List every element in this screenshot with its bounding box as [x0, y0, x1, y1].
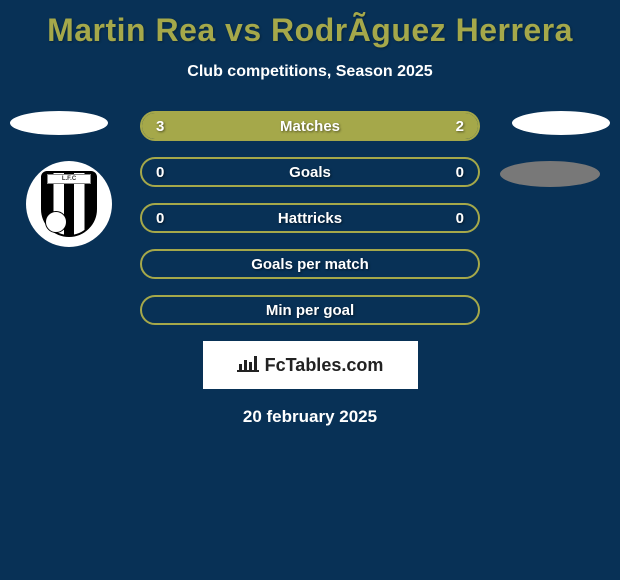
chart-icon — [237, 354, 259, 377]
stat-value-right: 2 — [456, 118, 464, 135]
subtitle: Club competitions, Season 2025 — [0, 63, 620, 81]
player-left-club-crest: L.F.C — [26, 161, 112, 247]
comparison-date: 20 february 2025 — [0, 407, 620, 427]
stat-label: Hattricks — [278, 210, 342, 227]
page-title: Martin Rea vs RodrÃ­guez Herrera — [0, 0, 620, 49]
stat-bar-row: 0 Goals 0 — [140, 157, 480, 187]
stat-label: Goals per match — [251, 256, 369, 273]
stat-value-left: 0 — [156, 164, 164, 181]
player-left-badge-1 — [10, 111, 108, 135]
crest-text: L.F.C — [47, 174, 91, 184]
stat-bars-container: 3 Matches 2 0 Goals 0 0 Hattricks 0 Goals per mat… — [140, 111, 480, 325]
club-crest-icon: L.F.C — [41, 171, 97, 237]
stat-bar-row: 0 Hattricks 0 — [140, 203, 480, 233]
stat-value-left: 3 — [156, 118, 164, 135]
player-right-badge-2 — [500, 161, 600, 187]
source-logo-box: FcTables.com — [203, 341, 418, 389]
stat-label: Matches — [280, 118, 340, 135]
source-logo-text: FcTables.com — [265, 355, 384, 376]
comparison-content: L.F.C 3 Matches 2 0 Goals 0 0 Hattricks 0 Goals p… — [0, 111, 620, 427]
stat-value-right: 0 — [456, 210, 464, 227]
stat-bar-row: Goals per match — [140, 249, 480, 279]
stat-label: Goals — [289, 164, 331, 181]
stat-bar-row: Min per goal — [140, 295, 480, 325]
player-right-badge-1 — [512, 111, 610, 135]
stat-value-right: 0 — [456, 164, 464, 181]
stat-value-left: 0 — [156, 210, 164, 227]
stat-label: Min per goal — [266, 302, 354, 319]
stat-bar-row: 3 Matches 2 — [140, 111, 480, 141]
